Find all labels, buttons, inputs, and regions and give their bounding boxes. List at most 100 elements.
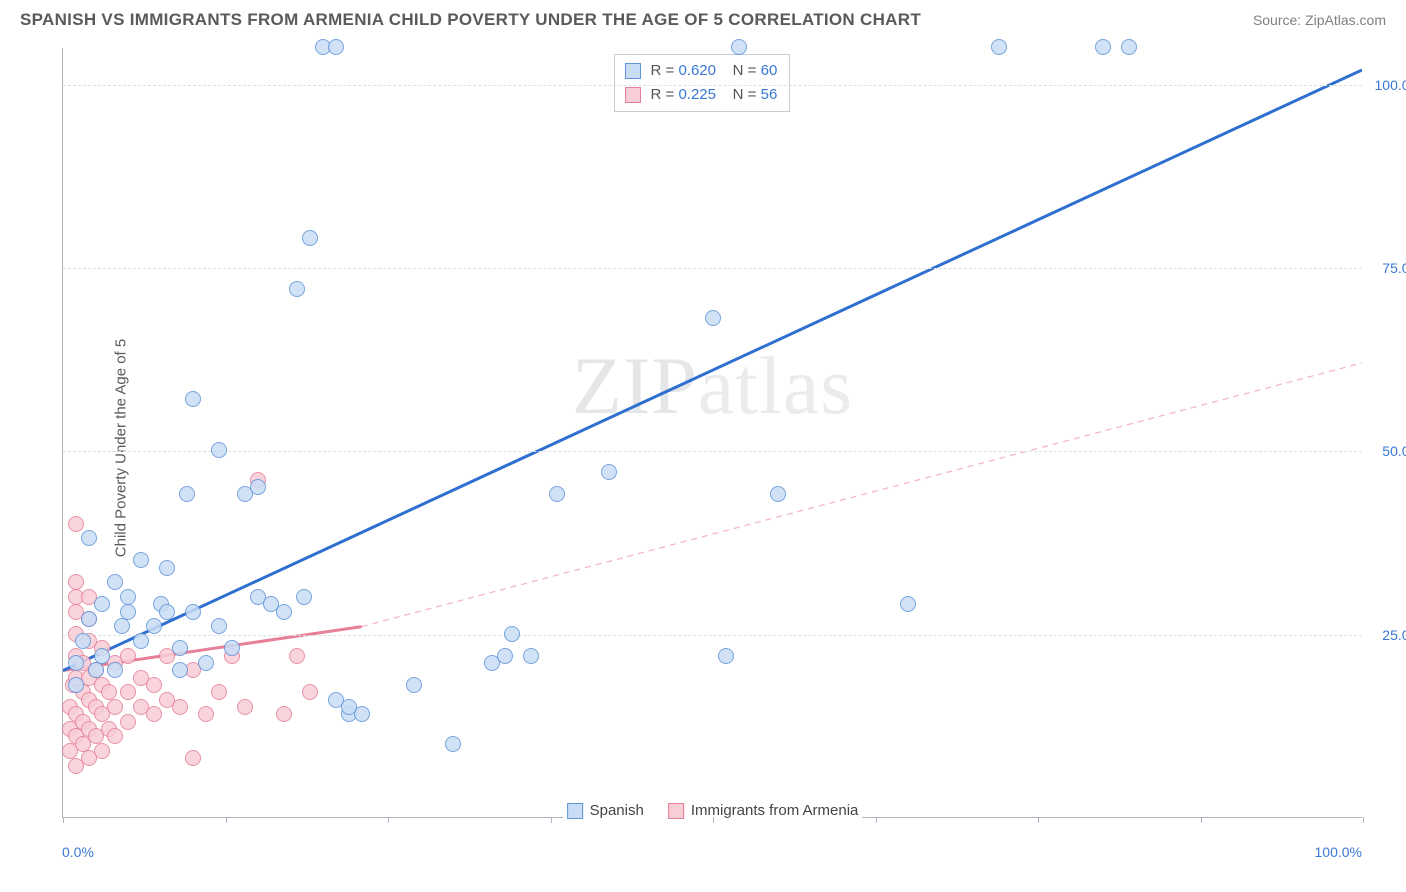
point-armenia: [237, 699, 253, 715]
point-armenia: [101, 684, 117, 700]
point-spanish: [120, 589, 136, 605]
point-spanish: [179, 486, 195, 502]
legend-label-armenia: Immigrants from Armenia: [691, 802, 859, 819]
point-spanish: [302, 230, 318, 246]
point-spanish: [75, 633, 91, 649]
plot-area: ZIPatlas R = 0.620 N = 60 R = 0.225 N = …: [62, 48, 1362, 818]
point-spanish: [146, 618, 162, 634]
point-spanish: [107, 662, 123, 678]
point-spanish: [523, 648, 539, 664]
point-spanish: [159, 560, 175, 576]
x-tick: [1038, 817, 1039, 823]
y-tick-label: 25.0%: [1382, 627, 1406, 643]
point-spanish: [172, 662, 188, 678]
x-tick-max: 100.0%: [1315, 844, 1362, 860]
point-armenia: [107, 728, 123, 744]
point-spanish: [289, 281, 305, 297]
point-spanish: [991, 39, 1007, 55]
point-armenia: [211, 684, 227, 700]
point-armenia: [302, 684, 318, 700]
point-armenia: [120, 714, 136, 730]
point-spanish: [68, 677, 84, 693]
point-armenia: [146, 706, 162, 722]
point-spanish: [296, 589, 312, 605]
x-tick: [63, 817, 64, 823]
stats-legend: R = 0.620 N = 60 R = 0.225 N = 56: [614, 54, 791, 112]
legend-item-spanish: Spanish: [567, 802, 644, 819]
watermark-atlas: atlas: [698, 340, 853, 431]
point-spanish: [900, 596, 916, 612]
chart-container: Child Poverty Under the Age of 5 ZIPatla…: [20, 38, 1386, 858]
point-spanish: [133, 633, 149, 649]
point-spanish: [354, 706, 370, 722]
point-armenia: [289, 648, 305, 664]
point-spanish: [120, 604, 136, 620]
point-spanish: [406, 677, 422, 693]
point-armenia: [198, 706, 214, 722]
point-armenia: [276, 706, 292, 722]
x-tick: [388, 817, 389, 823]
point-spanish: [185, 391, 201, 407]
x-tick: [876, 817, 877, 823]
point-spanish: [1121, 39, 1137, 55]
x-tick-min: 0.0%: [62, 844, 94, 860]
point-spanish: [211, 442, 227, 458]
trend-line: [362, 363, 1362, 627]
point-armenia: [94, 743, 110, 759]
point-spanish: [504, 626, 520, 642]
point-spanish: [497, 648, 513, 664]
point-armenia: [185, 750, 201, 766]
point-spanish: [133, 552, 149, 568]
point-spanish: [276, 604, 292, 620]
point-spanish: [94, 596, 110, 612]
point-spanish: [250, 479, 266, 495]
y-tick-label: 75.0%: [1382, 260, 1406, 276]
point-spanish: [88, 662, 104, 678]
point-spanish: [224, 640, 240, 656]
point-armenia: [120, 648, 136, 664]
point-armenia: [146, 677, 162, 693]
legend-label-spanish: Spanish: [590, 802, 644, 819]
point-spanish: [549, 486, 565, 502]
point-spanish: [445, 736, 461, 752]
point-spanish: [185, 604, 201, 620]
swatch-spanish-icon: [567, 803, 583, 819]
point-armenia: [107, 699, 123, 715]
source-label: Source: ZipAtlas.com: [1253, 12, 1386, 28]
point-spanish: [159, 604, 175, 620]
point-spanish: [107, 574, 123, 590]
legend-item-armenia: Immigrants from Armenia: [668, 802, 859, 819]
x-tick: [226, 817, 227, 823]
point-spanish: [68, 655, 84, 671]
watermark-zip: ZIP: [572, 340, 698, 431]
point-spanish: [718, 648, 734, 664]
point-spanish: [705, 310, 721, 326]
y-tick-label: 100.0%: [1375, 77, 1406, 93]
point-spanish: [172, 640, 188, 656]
point-spanish: [114, 618, 130, 634]
swatch-armenia: [625, 87, 641, 103]
stats-row-armenia: R = 0.225 N = 56: [625, 83, 778, 107]
x-tick: [713, 817, 714, 823]
point-spanish: [198, 655, 214, 671]
point-spanish: [328, 39, 344, 55]
point-armenia: [120, 684, 136, 700]
point-armenia: [172, 699, 188, 715]
swatch-armenia-icon: [668, 803, 684, 819]
x-tick: [1363, 817, 1364, 823]
y-tick-label: 50.0%: [1382, 443, 1406, 459]
x-tick: [551, 817, 552, 823]
x-tick: [1201, 817, 1202, 823]
point-spanish: [731, 39, 747, 55]
point-spanish: [601, 464, 617, 480]
point-spanish: [1095, 39, 1111, 55]
point-spanish: [81, 530, 97, 546]
swatch-spanish: [625, 63, 641, 79]
point-armenia: [68, 516, 84, 532]
point-spanish: [211, 618, 227, 634]
point-spanish: [81, 611, 97, 627]
point-armenia: [68, 574, 84, 590]
stats-row-spanish: R = 0.620 N = 60: [625, 59, 778, 83]
point-spanish: [94, 648, 110, 664]
point-spanish: [770, 486, 786, 502]
